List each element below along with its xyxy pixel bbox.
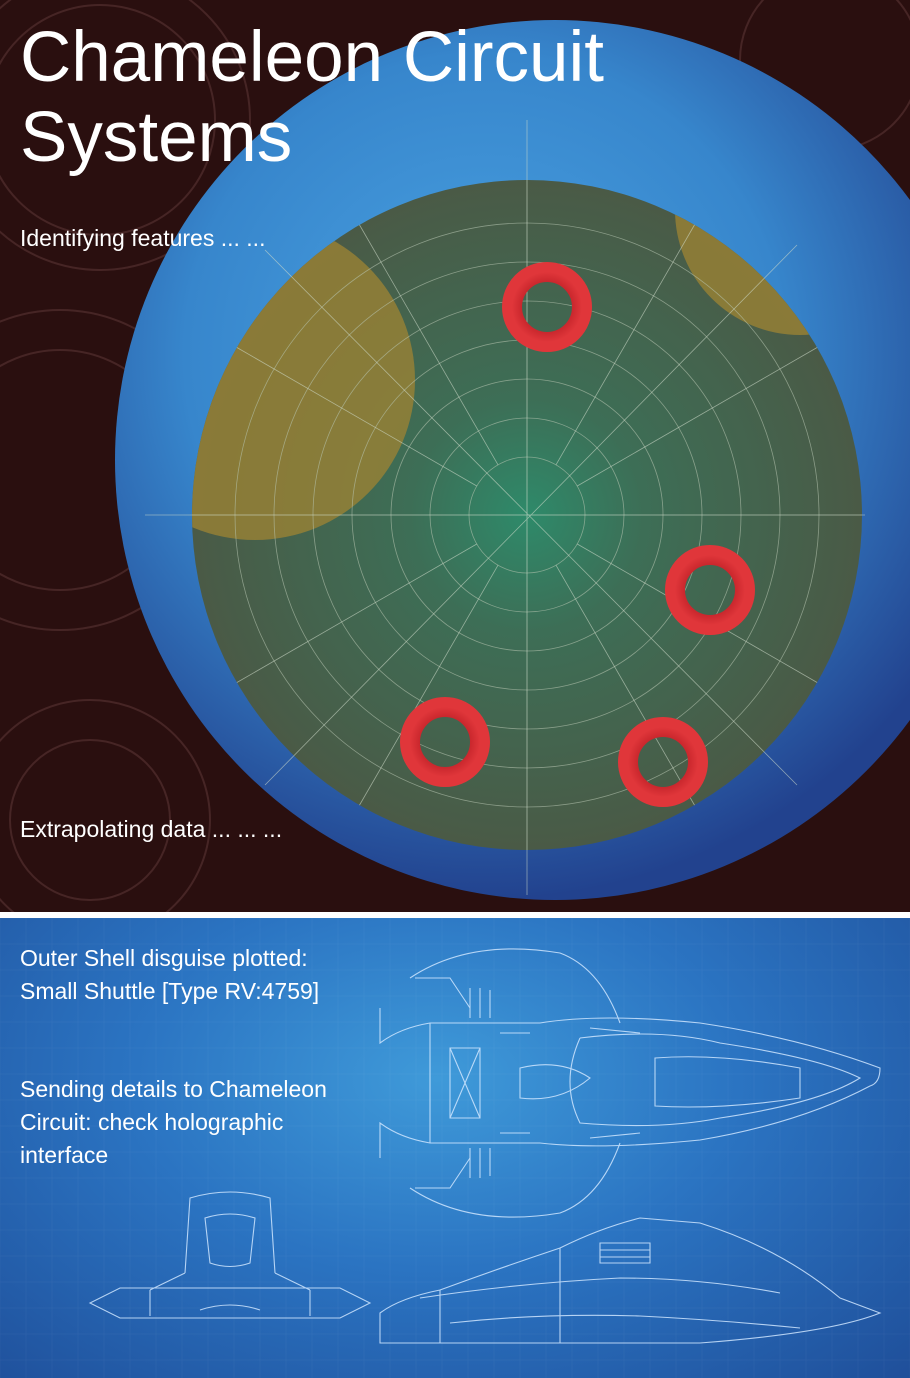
- radar-spoke-6: [236, 543, 477, 683]
- crosshair-line-3: [264, 249, 798, 786]
- radar-spoke-9: [359, 224, 499, 465]
- disguise-info: Outer Shell disguise plotted: Small Shut…: [20, 942, 420, 1008]
- radar-display: [145, 120, 865, 895]
- page-title: Chameleon Circuit Systems: [20, 18, 604, 178]
- disguise-line-1: Outer Shell disguise plotted:: [20, 945, 308, 971]
- radar-spoke-8: [236, 347, 477, 487]
- title-line-1: Chameleon Circuit: [20, 18, 605, 97]
- shuttle-top-view: [379, 948, 881, 1218]
- overlap-zone-left: [192, 220, 415, 540]
- sending-line-1: Sending details to Chameleon: [20, 1076, 327, 1102]
- title-line-2: Systems: [20, 98, 293, 177]
- status-extrapolating: Extrapolating data ... ... ...: [20, 816, 283, 842]
- crosshair-line-4: [264, 244, 798, 786]
- radar-spoke-12: [577, 347, 818, 487]
- status-identifying: Identifying features ... ...: [20, 225, 266, 251]
- blueprint-panel: Outer Shell disguise plotted: Small Shut…: [0, 918, 910, 1378]
- radar-scan-graphic: [0, 0, 910, 912]
- target-ring-1: [502, 262, 592, 352]
- shuttle-side-view: [379, 1217, 882, 1344]
- target-markers: [400, 262, 755, 807]
- radar-spoke-5: [359, 565, 499, 806]
- sending-line-3: interface: [20, 1142, 109, 1168]
- sending-line-2: Circuit: check holographic: [20, 1109, 284, 1135]
- radar-spoke-11: [555, 224, 695, 465]
- radar-scan-panel: Chameleon Circuit Systems Identifying fe…: [0, 0, 910, 912]
- disguise-line-2: Small Shuttle [Type RV:4759]: [20, 978, 320, 1004]
- shuttle-front-view: [88, 1191, 372, 1319]
- blueprint-grid: [0, 918, 910, 1378]
- shuttle-blueprint: [0, 918, 910, 1378]
- target-ring-3: [400, 697, 490, 787]
- sending-info: Sending details to Chameleon Circuit: ch…: [20, 1073, 420, 1172]
- target-ring-4: [618, 717, 708, 807]
- radar-spoke-3: [555, 565, 695, 806]
- radar-spokes: [145, 120, 865, 895]
- target-ring-2: [665, 545, 755, 635]
